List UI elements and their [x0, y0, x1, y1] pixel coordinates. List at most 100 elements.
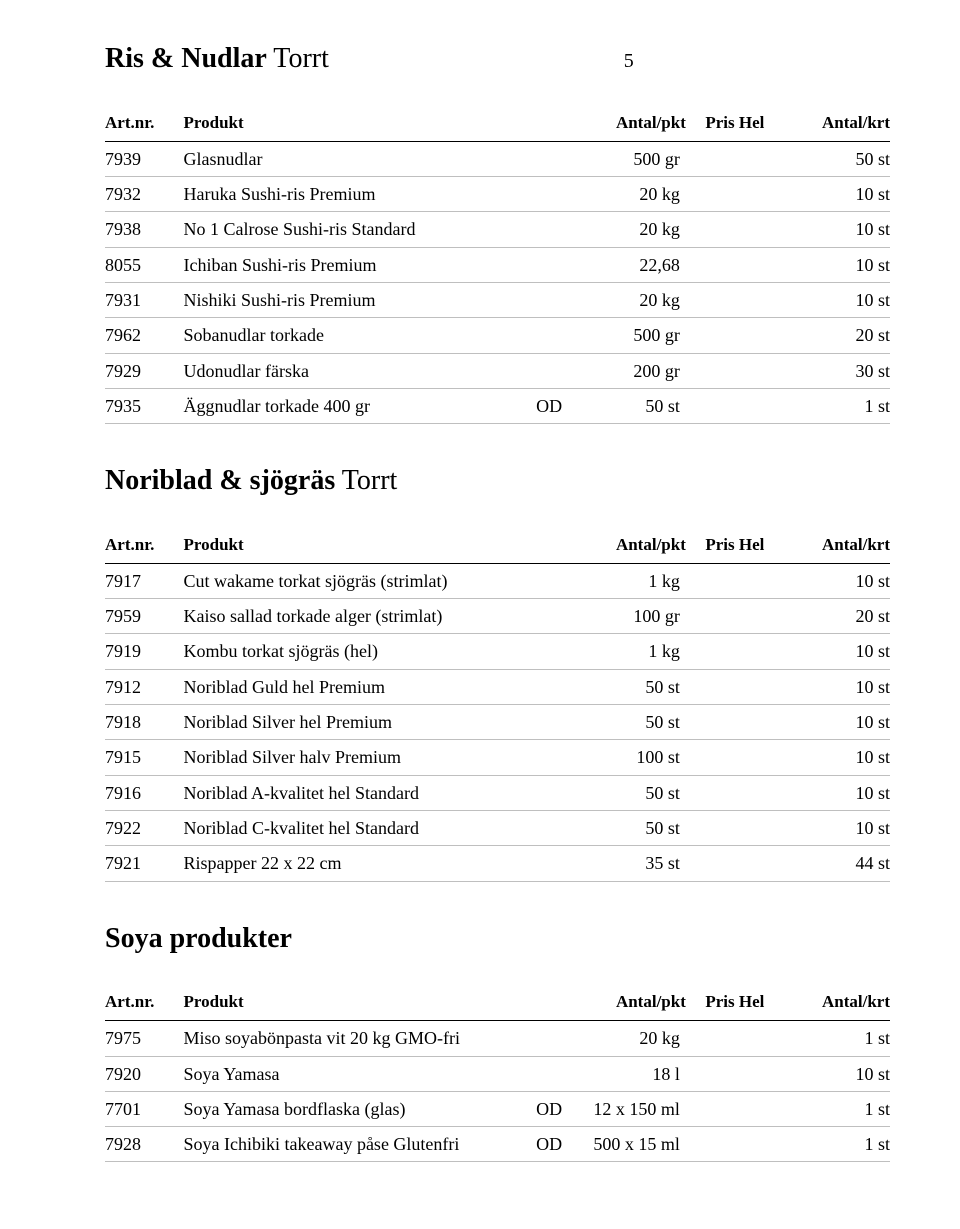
col-header-flag [513, 985, 568, 1020]
cell-krt: 10 st [764, 669, 890, 704]
cell-price [686, 282, 765, 317]
table-row: 7922Noriblad C-kvalitet hel Standard50 s… [105, 810, 890, 845]
cell-qty: 50 st [568, 705, 686, 740]
cell-qty: 50 st [568, 388, 686, 423]
cell-price [686, 1021, 765, 1056]
cell-flag: OD [513, 1127, 568, 1162]
col-header-flag [513, 528, 568, 563]
cell-prod: Rispapper 22 x 22 cm [184, 846, 514, 881]
table-row: 7962Sobanudlar torkade500 gr20 st [105, 318, 890, 353]
cell-art: 7939 [105, 141, 184, 176]
cell-price [686, 810, 765, 845]
table-row: 7938No 1 Calrose Sushi-ris Standard20 kg… [105, 212, 890, 247]
col-header-qty: Antal/pkt [568, 106, 686, 141]
product-table: Art.nr.ProduktAntal/pktPris HelAntal/krt… [105, 106, 890, 424]
section-title: Noriblad & sjögräs Torrt [105, 462, 890, 500]
cell-flag [513, 563, 568, 598]
cell-flag [513, 141, 568, 176]
cell-prod: Noriblad Silver halv Premium [184, 740, 514, 775]
cell-flag [513, 810, 568, 845]
col-header-qty: Antal/pkt [568, 985, 686, 1020]
col-header-art: Art.nr. [105, 528, 184, 563]
cell-qty: 20 kg [568, 212, 686, 247]
cell-art: 7935 [105, 388, 184, 423]
cell-art: 7916 [105, 775, 184, 810]
cell-krt: 10 st [764, 705, 890, 740]
col-header-prod: Produkt [184, 528, 514, 563]
col-header-krt: Antal/krt [764, 528, 890, 563]
cell-art: 7919 [105, 634, 184, 669]
cell-price [686, 247, 765, 282]
cell-prod: Noriblad A-kvalitet hel Standard [184, 775, 514, 810]
cell-price [686, 634, 765, 669]
cell-qty: 20 kg [568, 282, 686, 317]
cell-krt: 30 st [764, 353, 890, 388]
cell-flag [513, 1021, 568, 1056]
cell-qty: 100 gr [568, 599, 686, 634]
cell-prod: Haruka Sushi-ris Premium [184, 177, 514, 212]
table-row: 7701Soya Yamasa bordflaska (glas)OD12 x … [105, 1091, 890, 1126]
cell-qty: 20 kg [568, 177, 686, 212]
col-header-art: Art.nr. [105, 106, 184, 141]
cell-flag [513, 282, 568, 317]
cell-qty: 22,68 [568, 247, 686, 282]
cell-krt: 50 st [764, 141, 890, 176]
col-header-prod: Produkt [184, 985, 514, 1020]
col-header-flag [513, 106, 568, 141]
cell-art: 7918 [105, 705, 184, 740]
cell-prod: Sobanudlar torkade [184, 318, 514, 353]
cell-prod: Glasnudlar [184, 141, 514, 176]
cell-prod: Kaiso sallad torkade alger (strimlat) [184, 599, 514, 634]
cell-flag [513, 705, 568, 740]
cell-price [686, 1127, 765, 1162]
table-row: 7929Udonudlar färska200 gr30 st [105, 353, 890, 388]
cell-price [686, 212, 765, 247]
table-row: 7921Rispapper 22 x 22 cm35 st44 st [105, 846, 890, 881]
cell-art: 7912 [105, 669, 184, 704]
cell-qty: 500 gr [568, 318, 686, 353]
col-header-krt: Antal/krt [764, 106, 890, 141]
cell-art: 7920 [105, 1056, 184, 1091]
cell-qty: 1 kg [568, 634, 686, 669]
cell-qty: 50 st [568, 669, 686, 704]
cell-prod: Soya Ichibiki takeaway påse Glutenfri [184, 1127, 514, 1162]
col-header-art: Art.nr. [105, 985, 184, 1020]
table-row: 7912Noriblad Guld hel Premium50 st10 st [105, 669, 890, 704]
cell-flag [513, 634, 568, 669]
cell-art: 7932 [105, 177, 184, 212]
cell-price [686, 1091, 765, 1126]
cell-qty: 35 st [568, 846, 686, 881]
cell-price [686, 388, 765, 423]
table-row: 7919Kombu torkat sjögräs (hel) 1 kg 10 st [105, 634, 890, 669]
cell-price [686, 740, 765, 775]
cell-price [686, 705, 765, 740]
cell-qty: 500 gr [568, 141, 686, 176]
cell-art: 7922 [105, 810, 184, 845]
cell-krt: 10 st [764, 810, 890, 845]
table-row: 8055Ichiban Sushi-ris Premium22,6810 st [105, 247, 890, 282]
page-number: 5 [592, 48, 890, 75]
cell-krt: 1 st [764, 1021, 890, 1056]
cell-flag [513, 846, 568, 881]
cell-flag [513, 775, 568, 810]
cell-krt: 1 st [764, 1127, 890, 1162]
cell-krt: 10 st [764, 212, 890, 247]
cell-krt: 10 st [764, 775, 890, 810]
cell-price [686, 846, 765, 881]
cell-krt: 10 st [764, 634, 890, 669]
cell-art: 7938 [105, 212, 184, 247]
cell-price [686, 669, 765, 704]
cell-prod: Kombu torkat sjögräs (hel) [184, 634, 514, 669]
table-row: 7915Noriblad Silver halv Premium100 st10… [105, 740, 890, 775]
cell-art: 7928 [105, 1127, 184, 1162]
cell-prod: Miso soyabönpasta vit 20 kg GMO-fri [184, 1021, 514, 1056]
cell-flag [513, 353, 568, 388]
cell-art: 7915 [105, 740, 184, 775]
cell-qty: 12 x 150 ml [568, 1091, 686, 1126]
cell-art: 7701 [105, 1091, 184, 1126]
col-header-price: Pris Hel [686, 528, 765, 563]
cell-flag [513, 212, 568, 247]
table-row: 7928Soya Ichibiki takeaway påse Glutenfr… [105, 1127, 890, 1162]
cell-flag [513, 1056, 568, 1091]
cell-qty: 50 st [568, 775, 686, 810]
